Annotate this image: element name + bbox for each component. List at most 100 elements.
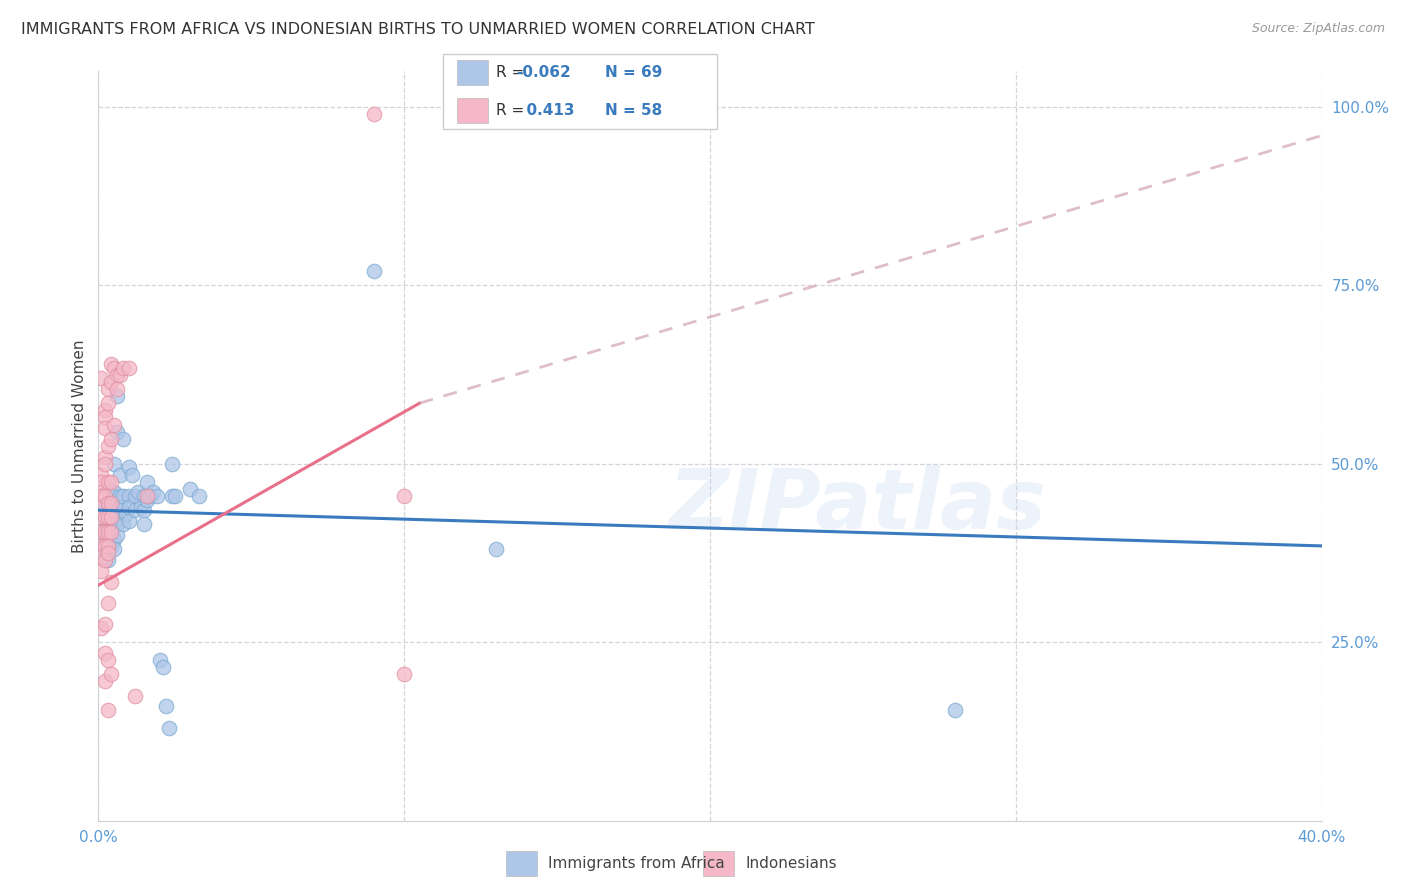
Point: [90, 371, 112, 385]
Point: [97, 482, 120, 496]
Point: [97, 703, 120, 717]
Point: [90, 546, 112, 560]
Text: N = 69: N = 69: [605, 65, 662, 80]
Point: [97, 510, 120, 524]
Point: [97, 475, 120, 489]
Point: [105, 389, 128, 403]
Point: [97, 596, 120, 610]
Point: [127, 485, 149, 500]
Point: [108, 467, 131, 482]
Point: [97, 542, 120, 557]
Point: [97, 439, 120, 453]
Point: [103, 457, 125, 471]
Point: [485, 542, 508, 557]
Point: [145, 489, 167, 503]
Point: [105, 368, 128, 382]
Point: [90, 564, 112, 578]
Point: [118, 514, 141, 528]
Point: [93, 542, 115, 557]
Point: [93, 403, 115, 417]
Point: [149, 653, 172, 667]
Point: [100, 375, 122, 389]
Point: [100, 496, 122, 510]
Point: [118, 489, 141, 503]
Point: [943, 703, 966, 717]
Point: [90, 510, 112, 524]
Point: [100, 514, 122, 528]
Y-axis label: Births to Unmarried Women: Births to Unmarried Women: [72, 339, 87, 553]
Point: [157, 721, 180, 735]
Point: [93, 489, 115, 503]
Point: [93, 646, 115, 660]
Point: [93, 532, 115, 546]
Point: [90, 485, 112, 500]
Point: [100, 524, 122, 539]
Point: [100, 507, 122, 521]
Point: [152, 660, 174, 674]
Point: [163, 489, 186, 503]
Point: [103, 517, 125, 532]
Point: [134, 517, 156, 532]
Point: [155, 699, 177, 714]
Point: [111, 432, 134, 446]
Point: [363, 107, 385, 121]
Point: [90, 500, 112, 514]
Point: [100, 539, 122, 553]
Point: [129, 500, 152, 514]
Point: [103, 360, 125, 375]
Point: [90, 621, 112, 635]
Point: [90, 524, 112, 539]
Point: [97, 496, 120, 510]
Point: [105, 528, 128, 542]
Point: [118, 360, 141, 375]
Point: [105, 382, 128, 396]
Point: [111, 360, 134, 375]
Point: [97, 521, 120, 535]
Point: [93, 524, 115, 539]
Text: Immigrants from Africa: Immigrants from Africa: [548, 856, 725, 871]
Point: [97, 532, 120, 546]
Point: [93, 553, 115, 567]
Point: [124, 503, 146, 517]
Point: [134, 489, 156, 503]
Point: [111, 517, 134, 532]
Point: [100, 528, 122, 542]
Point: [179, 482, 201, 496]
Point: [392, 489, 416, 503]
Point: [90, 507, 112, 521]
Point: [121, 467, 143, 482]
Point: [100, 489, 122, 503]
Text: ZIPatlas: ZIPatlas: [668, 466, 1046, 547]
Point: [93, 521, 115, 535]
Point: [160, 489, 183, 503]
Point: [108, 368, 131, 382]
Point: [105, 517, 128, 532]
Point: [93, 457, 115, 471]
Point: [363, 264, 385, 278]
Point: [90, 475, 112, 489]
Point: [103, 542, 125, 557]
Point: [103, 417, 125, 432]
Point: [160, 457, 183, 471]
Point: [97, 503, 120, 517]
Point: [93, 553, 115, 567]
Point: [100, 357, 122, 371]
Point: [105, 425, 128, 439]
Point: [105, 503, 128, 517]
Text: IMMIGRANTS FROM AFRICA VS INDONESIAN BIRTHS TO UNMARRIED WOMEN CORRELATION CHART: IMMIGRANTS FROM AFRICA VS INDONESIAN BIR…: [21, 22, 815, 37]
Point: [97, 553, 120, 567]
Point: [100, 667, 122, 681]
Text: 0.413: 0.413: [516, 103, 575, 118]
Point: [142, 485, 165, 500]
Point: [93, 450, 115, 464]
Text: Indonesians: Indonesians: [745, 856, 837, 871]
Point: [97, 396, 120, 410]
Point: [136, 489, 159, 503]
Point: [100, 574, 122, 589]
Text: -0.062: -0.062: [516, 65, 571, 80]
Point: [118, 500, 141, 514]
Point: [111, 489, 134, 503]
Point: [90, 549, 112, 564]
Point: [93, 539, 115, 553]
Point: [108, 500, 131, 514]
